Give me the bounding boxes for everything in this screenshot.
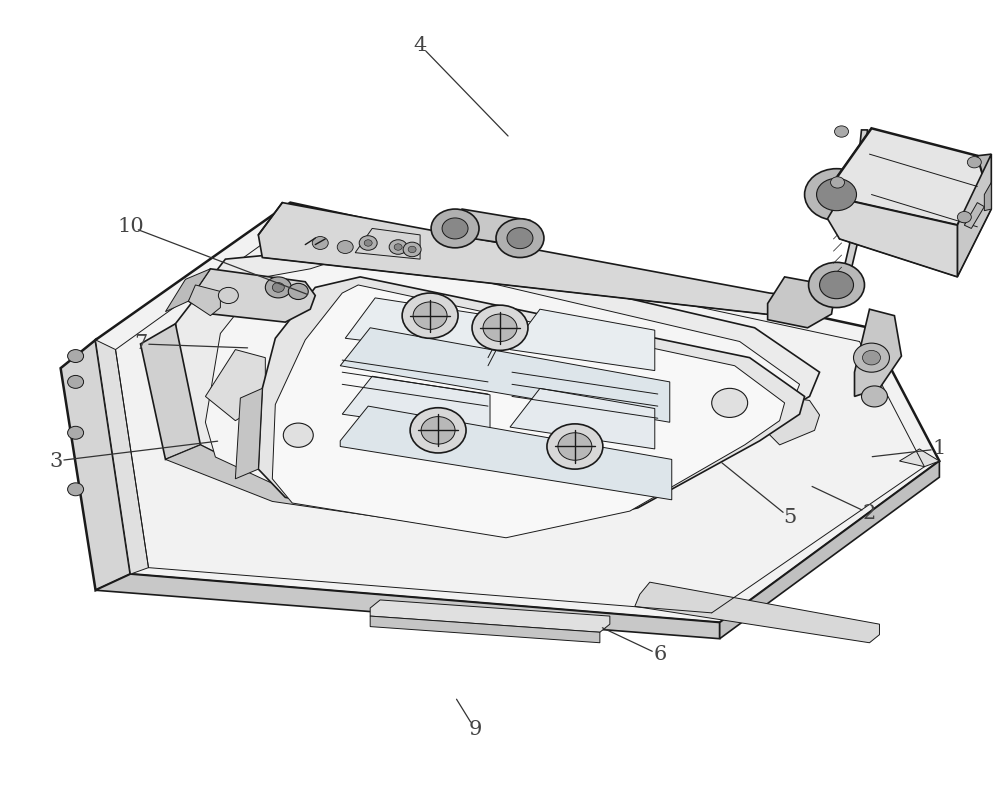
Polygon shape [448, 209, 530, 247]
Polygon shape [165, 445, 640, 536]
Polygon shape [342, 376, 490, 435]
Circle shape [431, 209, 479, 248]
Polygon shape [984, 182, 991, 210]
Circle shape [496, 218, 544, 257]
Circle shape [421, 417, 455, 444]
Text: 4: 4 [413, 36, 427, 55]
Circle shape [957, 211, 971, 222]
Circle shape [809, 262, 864, 307]
Polygon shape [855, 309, 901, 396]
Circle shape [68, 483, 84, 496]
Circle shape [403, 242, 421, 256]
Text: 9: 9 [468, 720, 482, 739]
Circle shape [288, 283, 308, 299]
Circle shape [442, 218, 468, 239]
Circle shape [68, 349, 84, 362]
Circle shape [218, 287, 238, 303]
Circle shape [507, 227, 533, 248]
Polygon shape [760, 396, 820, 445]
Polygon shape [340, 328, 670, 422]
Polygon shape [370, 616, 600, 642]
Polygon shape [957, 155, 991, 277]
Circle shape [265, 277, 291, 298]
Circle shape [389, 239, 407, 254]
Circle shape [68, 426, 84, 439]
Text: 3: 3 [49, 451, 62, 471]
Text: 10: 10 [117, 218, 144, 236]
Circle shape [817, 178, 857, 210]
Polygon shape [141, 324, 200, 460]
Polygon shape [345, 298, 490, 356]
Polygon shape [964, 202, 984, 228]
Circle shape [272, 282, 284, 292]
Circle shape [483, 314, 517, 341]
Polygon shape [370, 600, 610, 633]
Polygon shape [828, 129, 984, 225]
Circle shape [394, 244, 402, 250]
Circle shape [805, 169, 868, 220]
Text: 2: 2 [863, 504, 876, 523]
Polygon shape [205, 252, 800, 527]
Polygon shape [61, 340, 131, 591]
Polygon shape [188, 269, 315, 322]
Circle shape [862, 350, 880, 365]
Polygon shape [165, 269, 210, 311]
Text: 5: 5 [783, 508, 796, 527]
Circle shape [337, 240, 353, 253]
Circle shape [364, 239, 372, 246]
Circle shape [820, 271, 854, 299]
Polygon shape [175, 235, 820, 522]
Circle shape [472, 305, 528, 350]
Polygon shape [205, 349, 265, 421]
Polygon shape [96, 202, 939, 623]
Circle shape [967, 157, 981, 168]
Circle shape [835, 126, 849, 138]
Circle shape [410, 408, 466, 453]
Circle shape [402, 293, 458, 338]
Polygon shape [258, 277, 805, 536]
Polygon shape [96, 574, 720, 639]
Circle shape [312, 236, 328, 249]
Circle shape [359, 235, 377, 250]
Polygon shape [188, 285, 220, 316]
Circle shape [547, 424, 603, 469]
Text: 1: 1 [933, 439, 946, 459]
Text: 6: 6 [653, 646, 666, 664]
Polygon shape [96, 340, 148, 574]
Circle shape [283, 423, 313, 447]
Polygon shape [957, 155, 991, 225]
Polygon shape [340, 406, 672, 500]
Polygon shape [768, 277, 835, 328]
Circle shape [408, 246, 416, 252]
Text: 7: 7 [134, 334, 147, 354]
Polygon shape [792, 130, 867, 309]
Polygon shape [355, 228, 420, 259]
Polygon shape [510, 388, 655, 449]
Circle shape [558, 433, 592, 460]
Circle shape [854, 343, 889, 372]
Circle shape [831, 176, 845, 188]
Polygon shape [258, 202, 800, 316]
Circle shape [861, 386, 887, 407]
Circle shape [413, 302, 447, 329]
Polygon shape [899, 449, 939, 467]
Polygon shape [828, 198, 957, 277]
Polygon shape [510, 309, 655, 371]
Polygon shape [235, 388, 262, 479]
Polygon shape [828, 129, 871, 239]
Polygon shape [635, 582, 879, 642]
Polygon shape [272, 285, 785, 538]
Polygon shape [720, 461, 939, 639]
Circle shape [712, 388, 748, 417]
Circle shape [68, 375, 84, 388]
